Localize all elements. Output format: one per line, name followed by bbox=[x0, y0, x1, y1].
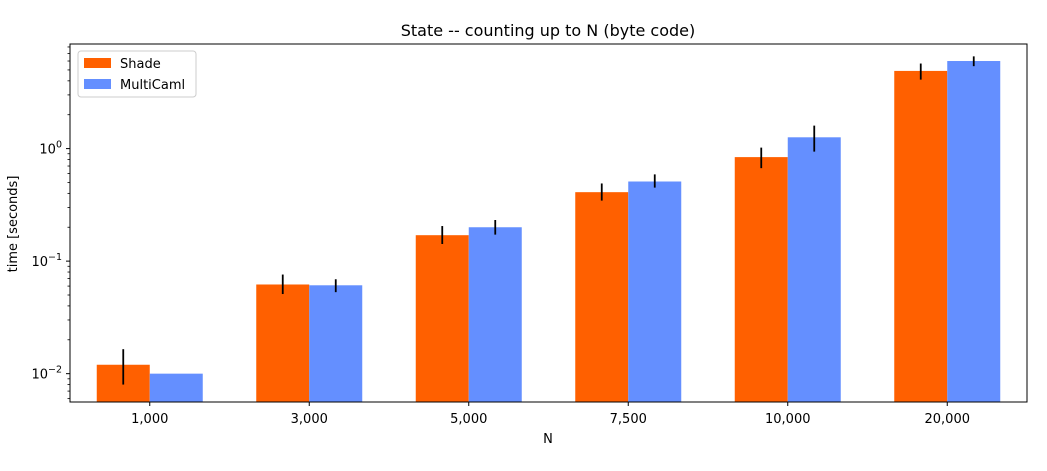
x-tick-label: 1,000 bbox=[131, 412, 168, 427]
legend-swatch-multicaml bbox=[84, 79, 111, 89]
bar-shade-2 bbox=[415, 235, 469, 402]
plot-area: 1,000 3,000 5,000 7,500 10,000 20,000 10−2 10−1… bbox=[31, 43, 1028, 427]
legend-label-multicaml: MultiCaml bbox=[120, 78, 185, 93]
bar-shade-3 bbox=[575, 192, 629, 402]
x-tick-label: 10,000 bbox=[765, 412, 811, 427]
axes-frame bbox=[69, 43, 1028, 403]
x-tick-label: 20,000 bbox=[925, 412, 971, 427]
bar-shade-1 bbox=[256, 284, 310, 402]
bar-shade-4 bbox=[734, 157, 788, 402]
bar-multicaml-3 bbox=[628, 181, 682, 402]
x-axis-label: N bbox=[543, 432, 553, 447]
bar-multicaml-1 bbox=[309, 285, 363, 402]
y-axis-label: time [seconds] bbox=[6, 176, 21, 273]
x-tick-label: 5,000 bbox=[450, 412, 487, 427]
y-tick-label: 10−1 bbox=[31, 252, 62, 270]
bar-multicaml-2 bbox=[468, 227, 522, 402]
bar-multicaml-0 bbox=[149, 373, 203, 402]
legend-label-shade: Shade bbox=[120, 57, 161, 72]
y-tick-label: 10−2 bbox=[31, 365, 62, 383]
x-tick-label: 3,000 bbox=[291, 412, 328, 427]
chart-title: State -- counting up to N (byte code) bbox=[401, 21, 696, 40]
y-tick-label: 100 bbox=[39, 140, 62, 158]
bar-multicaml-5 bbox=[947, 61, 1001, 403]
bar-multicaml-4 bbox=[787, 137, 841, 403]
legend: Shade MultiCaml bbox=[77, 50, 197, 98]
bar-shade-5 bbox=[894, 70, 948, 403]
legend-swatch-shade bbox=[84, 58, 111, 68]
x-tick-label: 7,500 bbox=[610, 412, 647, 427]
